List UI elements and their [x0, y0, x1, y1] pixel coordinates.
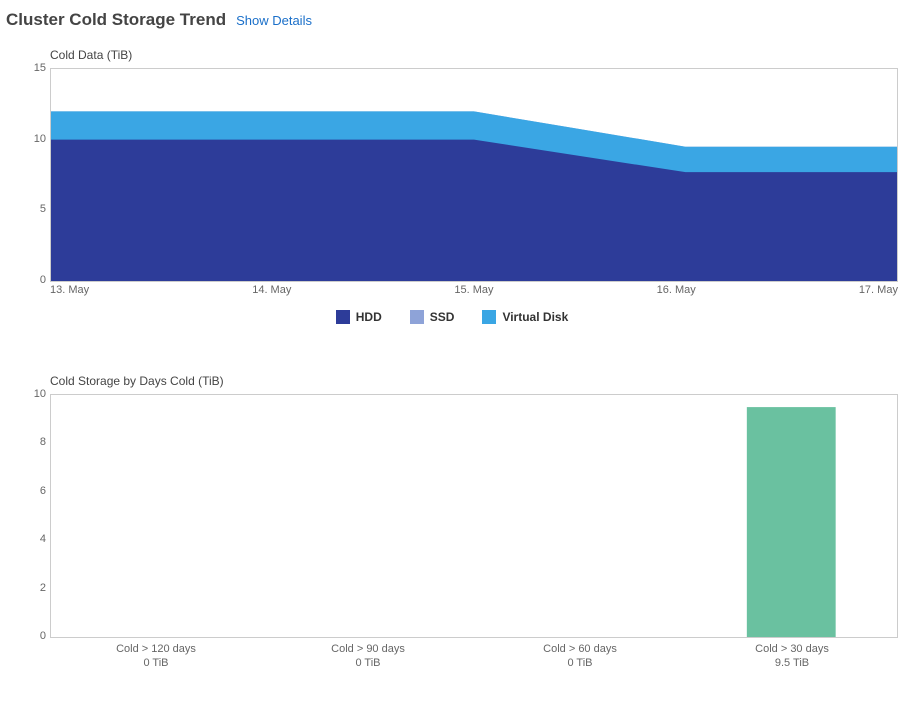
bar-chart-y-axis: 0246810 [6, 394, 50, 636]
legend-item[interactable]: HDD [336, 310, 382, 324]
x-tick-label: Cold > 30 days9.5 TiB [686, 642, 898, 671]
x-tick-value: 0 TiB [50, 656, 262, 670]
y-tick-label: 10 [6, 133, 46, 145]
legend-label: Virtual Disk [502, 310, 568, 324]
legend-swatch [410, 310, 424, 324]
area-chart-legend: HDD SSD Virtual Disk [6, 310, 898, 324]
bar [747, 407, 836, 637]
show-details-link[interactable]: Show Details [236, 13, 312, 28]
bar-chart-frame: 0246810 [6, 394, 898, 636]
y-tick-label: 0 [6, 274, 46, 286]
panel-header: Cluster Cold Storage Trend Show Details [6, 10, 898, 30]
y-tick-label: 4 [6, 533, 46, 545]
legend-label: HDD [356, 310, 382, 324]
x-tick-category: Cold > 30 days [686, 642, 898, 656]
x-tick-label: 16. May [657, 284, 696, 296]
y-tick-label: 0 [6, 630, 46, 642]
legend-swatch [336, 310, 350, 324]
area-chart-block: Cold Data (TiB) 0 5 10 15 13. May 14. May 15.… [6, 48, 898, 324]
bar-chart-plot [50, 394, 898, 638]
x-tick-label: 14. May [252, 284, 291, 296]
bar-chart-subtitle: Cold Storage by Days Cold (TiB) [50, 374, 898, 388]
legend-item[interactable]: SSD [410, 310, 455, 324]
x-tick-category: Cold > 90 days [262, 642, 474, 656]
x-tick-label: Cold > 90 days0 TiB [262, 642, 474, 671]
x-tick-value: 0 TiB [262, 656, 474, 670]
y-tick-label: 10 [6, 388, 46, 400]
y-tick-label: 8 [6, 436, 46, 448]
x-tick-label: Cold > 120 days0 TiB [50, 642, 262, 671]
y-tick-label: 2 [6, 582, 46, 594]
bar-chart-block: Cold Storage by Days Cold (TiB) 0246810 … [6, 374, 898, 671]
panel-title: Cluster Cold Storage Trend [6, 10, 226, 30]
y-tick-label: 15 [6, 62, 46, 74]
x-tick-label: 17. May [859, 284, 898, 296]
area-chart-x-axis: 13. May 14. May 15. May 16. May 17. May [50, 284, 898, 296]
x-tick-label: 13. May [50, 284, 89, 296]
y-tick-label: 6 [6, 485, 46, 497]
area-chart-y-axis: 051015 [6, 68, 50, 280]
y-tick-label: 5 [6, 203, 46, 215]
area-chart-plot [50, 68, 898, 282]
area-chart-subtitle: Cold Data (TiB) [50, 48, 898, 62]
x-tick-value: 9.5 TiB [686, 656, 898, 670]
area-chart-frame: 051015 [6, 68, 898, 280]
x-tick-label: 15. May [454, 284, 493, 296]
legend-label: SSD [430, 310, 455, 324]
x-tick-value: 0 TiB [474, 656, 686, 670]
legend-swatch [482, 310, 496, 324]
x-tick-category: Cold > 60 days [474, 642, 686, 656]
bar-chart-x-axis: Cold > 120 days0 TiBCold > 90 days0 TiBC… [50, 642, 898, 671]
dashboard-panel: Cluster Cold Storage Trend Show Details … [0, 0, 904, 691]
x-tick-category: Cold > 120 days [50, 642, 262, 656]
x-tick-label: Cold > 60 days0 TiB [474, 642, 686, 671]
legend-item[interactable]: Virtual Disk [482, 310, 568, 324]
